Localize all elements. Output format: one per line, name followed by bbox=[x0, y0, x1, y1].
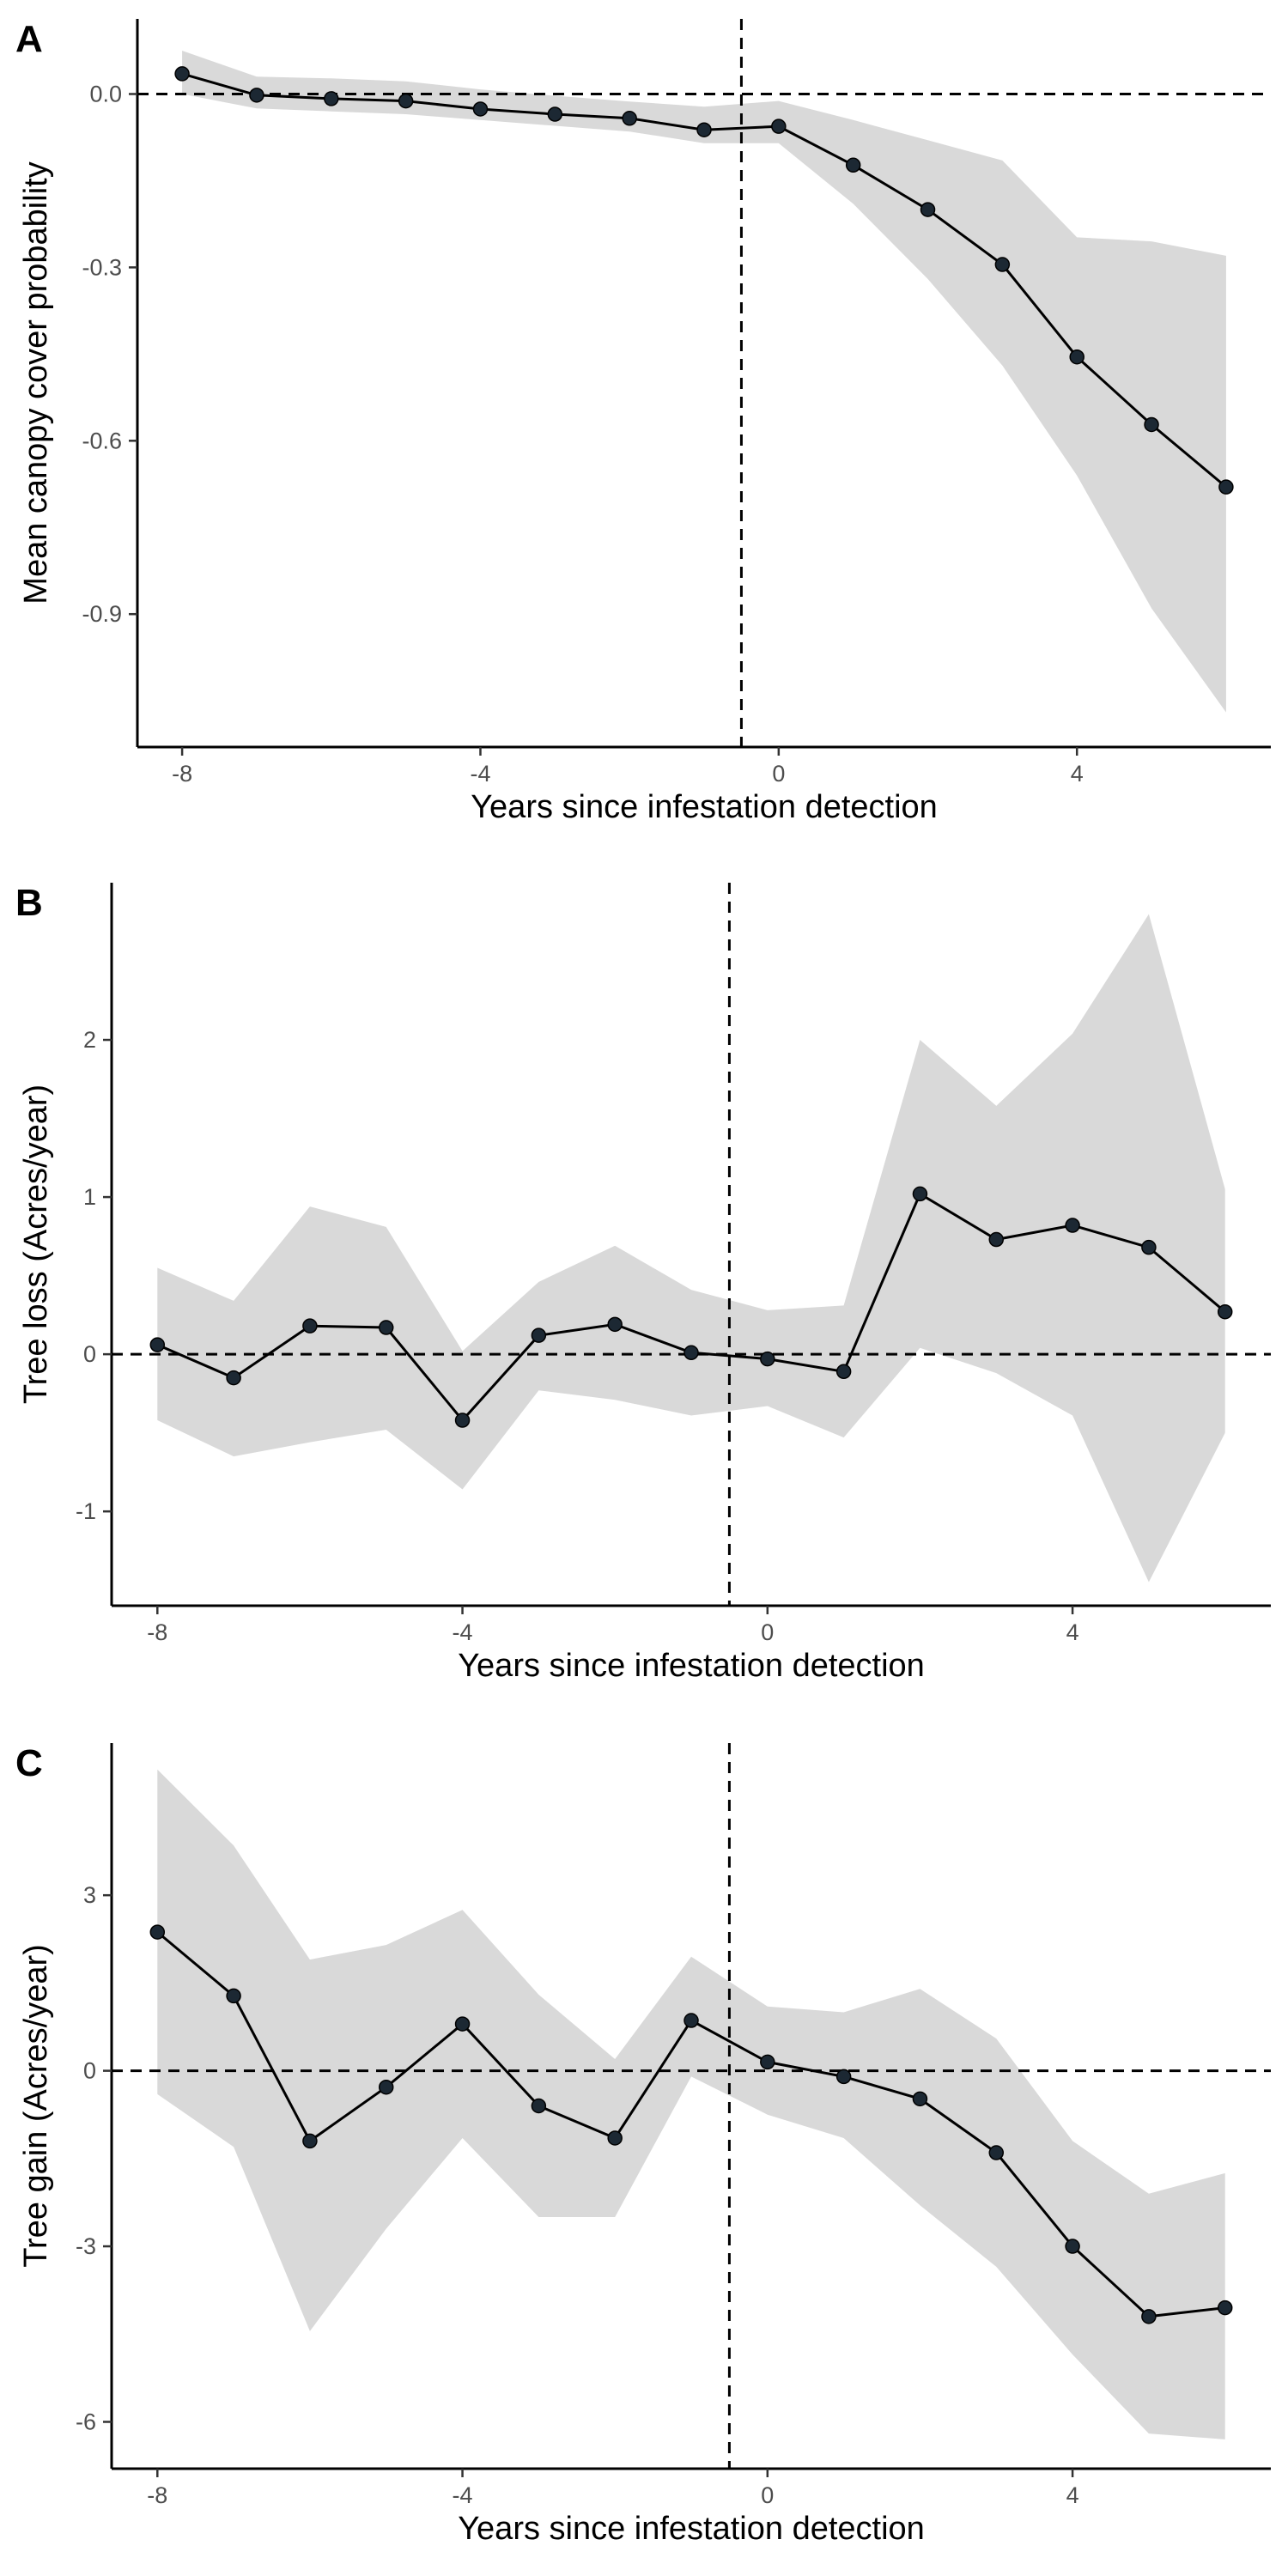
data-point bbox=[1069, 349, 1084, 365]
data-point bbox=[149, 1337, 166, 1352]
data-point bbox=[994, 257, 1011, 272]
data-point bbox=[607, 1316, 623, 1333]
data-point bbox=[988, 2145, 1005, 2160]
data-point bbox=[683, 1345, 699, 1361]
data-point bbox=[324, 91, 339, 106]
data-point bbox=[696, 122, 712, 137]
x-tick-label: 0 bbox=[761, 2482, 774, 2508]
data-point bbox=[547, 106, 563, 122]
y-tick-label: -0.6 bbox=[82, 428, 122, 453]
x-tick-label: -8 bbox=[172, 761, 192, 787]
data-point bbox=[607, 2130, 623, 2146]
data-point bbox=[454, 2016, 471, 2032]
x-tick-label: -4 bbox=[470, 761, 490, 787]
data-point bbox=[1218, 479, 1234, 495]
data-point bbox=[1217, 1303, 1233, 1320]
confidence-band bbox=[182, 51, 1226, 713]
data-point bbox=[912, 1186, 928, 1202]
data-point bbox=[683, 2013, 699, 2028]
data-point bbox=[920, 202, 936, 217]
panel-letter: C bbox=[15, 1742, 43, 1784]
y-tick-label: -6 bbox=[76, 2409, 96, 2434]
data-point bbox=[302, 1318, 318, 1334]
data-point bbox=[398, 93, 414, 109]
y-tick-label: 0.0 bbox=[89, 81, 122, 106]
data-point bbox=[149, 1924, 166, 1940]
data-point bbox=[531, 2098, 547, 2114]
data-point bbox=[249, 88, 264, 103]
data-point bbox=[378, 1320, 394, 1335]
data-point bbox=[760, 2054, 775, 2070]
y-axis-title: Mean canopy cover probability bbox=[18, 161, 54, 604]
y-tick-label: -0.3 bbox=[82, 254, 122, 280]
data-point bbox=[1144, 416, 1159, 433]
y-axis-title: Tree loss (Acres/year) bbox=[18, 1084, 54, 1404]
y-tick-label: 1 bbox=[83, 1184, 96, 1210]
data-point bbox=[378, 2079, 394, 2095]
data-point bbox=[1217, 2300, 1233, 2316]
y-tick-label: -3 bbox=[76, 2233, 96, 2259]
data-point bbox=[1141, 1239, 1157, 1255]
y-tick-label: 3 bbox=[83, 1882, 96, 1908]
x-axis-title: Years since infestation detection bbox=[458, 2511, 925, 2547]
confidence-band bbox=[157, 1769, 1225, 2439]
y-tick-label: 0 bbox=[83, 1341, 96, 1367]
data-point bbox=[174, 66, 190, 82]
data-point bbox=[912, 2091, 928, 2107]
panel-letter: B bbox=[15, 882, 43, 924]
panel-b: -8 -4 0 4 2 1 0 -1 Years since infestation detec… bbox=[15, 882, 1271, 1684]
data-point bbox=[760, 1351, 775, 1367]
x-tick-label: 4 bbox=[1066, 1619, 1079, 1645]
x-axis-title: Years since infestation detection bbox=[471, 789, 938, 825]
data-point bbox=[226, 1988, 241, 2004]
panel-c: -8 -4 0 4 3 0 -3 -6 Years since infestation dete… bbox=[15, 1742, 1271, 2547]
data-point bbox=[226, 1370, 241, 1386]
data-point bbox=[835, 2069, 852, 2085]
data-point bbox=[1065, 1218, 1080, 1233]
data-point bbox=[531, 1327, 547, 1343]
confidence-band bbox=[157, 914, 1225, 1583]
data-point bbox=[454, 1413, 471, 1428]
x-tick-label: -8 bbox=[147, 1619, 167, 1645]
y-tick-label: 2 bbox=[83, 1027, 96, 1053]
x-axis-title: Years since infestation detection bbox=[458, 1648, 925, 1684]
data-point bbox=[988, 1231, 1005, 1248]
data-point bbox=[1065, 2239, 1080, 2254]
x-tick-label: -4 bbox=[453, 1619, 473, 1645]
x-tick-label: 4 bbox=[1066, 2482, 1079, 2508]
data-point bbox=[835, 1364, 852, 1380]
y-tick-label: -1 bbox=[76, 1498, 96, 1524]
x-tick-label: -8 bbox=[147, 2482, 167, 2508]
panel-a: -8 -4 0 4 0.0 -0.3 -0.6 -0.9 Years since infesta… bbox=[15, 18, 1271, 825]
data-point bbox=[1141, 2309, 1157, 2324]
data-point bbox=[622, 111, 637, 126]
x-tick-label: 4 bbox=[1071, 761, 1084, 787]
panel-letter: A bbox=[15, 18, 43, 60]
x-tick-label: 0 bbox=[772, 761, 785, 787]
data-point bbox=[472, 101, 489, 117]
data-point bbox=[771, 118, 787, 134]
x-tick-label: -4 bbox=[453, 2482, 473, 2508]
y-axis-title: Tree gain (Acres/year) bbox=[18, 1944, 54, 2268]
data-point bbox=[845, 157, 861, 173]
y-tick-label: -0.9 bbox=[82, 601, 122, 627]
x-tick-label: 0 bbox=[761, 1619, 774, 1645]
data-point bbox=[302, 2133, 318, 2149]
y-tick-label: 0 bbox=[83, 2058, 96, 2084]
